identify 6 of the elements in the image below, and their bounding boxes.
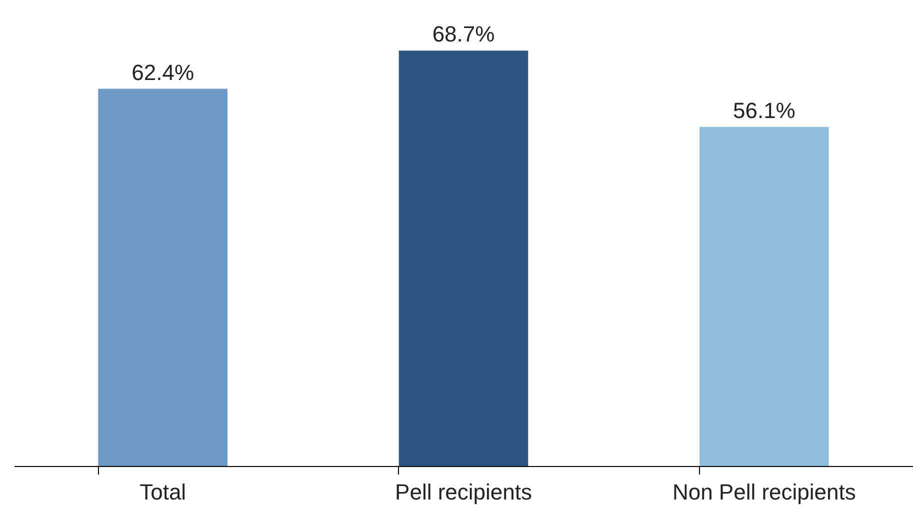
x-tick-label: Pell recipients [395, 480, 532, 504]
x-tick-label: Total [140, 480, 186, 504]
data-label: 68.7% [432, 22, 495, 47]
x-tick-label: Non Pell recipients [672, 480, 856, 504]
data-label: 62.4% [132, 60, 194, 85]
data-label: 56.1% [732, 98, 796, 123]
